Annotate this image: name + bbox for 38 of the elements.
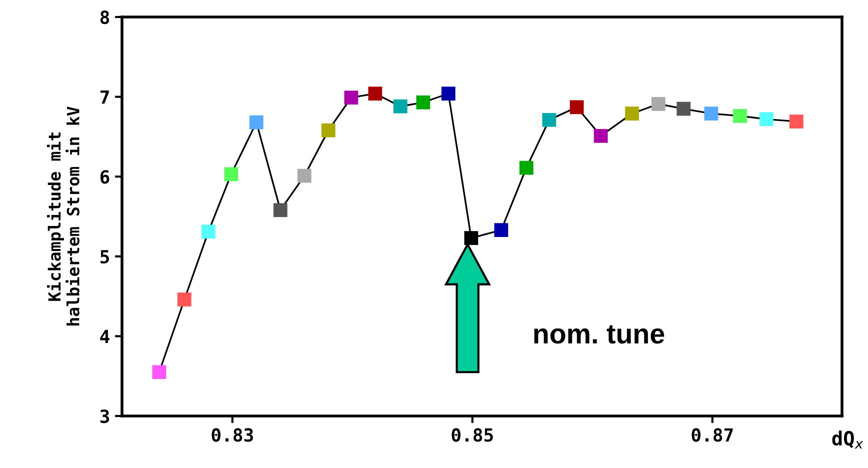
- point: [201, 224, 216, 239]
- point: [224, 167, 238, 182]
- point: [594, 128, 608, 143]
- y-tick-label: 3: [100, 409, 110, 424]
- point: [676, 102, 691, 116]
- point: [273, 203, 288, 218]
- point: [651, 97, 666, 111]
- point: [344, 90, 358, 105]
- point: [249, 115, 264, 130]
- y-tick-label: 4: [100, 330, 110, 344]
- point: [416, 95, 430, 110]
- point: [542, 113, 556, 127]
- point: [368, 86, 382, 101]
- y-tick-label: 5: [100, 250, 109, 264]
- y-axis-title: Kickamplitude mit halbiertem Strom in kV: [46, 106, 80, 326]
- x-axis-title: dQ$_{x}$: [832, 430, 864, 449]
- y-tick-label: 8: [100, 10, 110, 24]
- y-tick-label: 7: [100, 90, 109, 104]
- y-tick-label: 6: [100, 170, 110, 184]
- point: [177, 292, 192, 306]
- point: [759, 112, 774, 126]
- point: [570, 100, 584, 114]
- point: [494, 223, 508, 238]
- point: [733, 109, 747, 123]
- point: [321, 123, 336, 138]
- point: [625, 106, 639, 121]
- point: [152, 365, 166, 380]
- annotation: nom. tune: [534, 325, 664, 344]
- point: [297, 168, 312, 183]
- x-tick-label: 0.87: [692, 428, 733, 442]
- point: [393, 99, 408, 114]
- point: [441, 86, 456, 101]
- x-tick-label: 0.85: [452, 428, 493, 442]
- point: [464, 231, 478, 245]
- point: [519, 160, 534, 175]
- x-tick-label: 0.83: [212, 428, 253, 442]
- point: [704, 106, 718, 121]
- point: [789, 114, 804, 128]
